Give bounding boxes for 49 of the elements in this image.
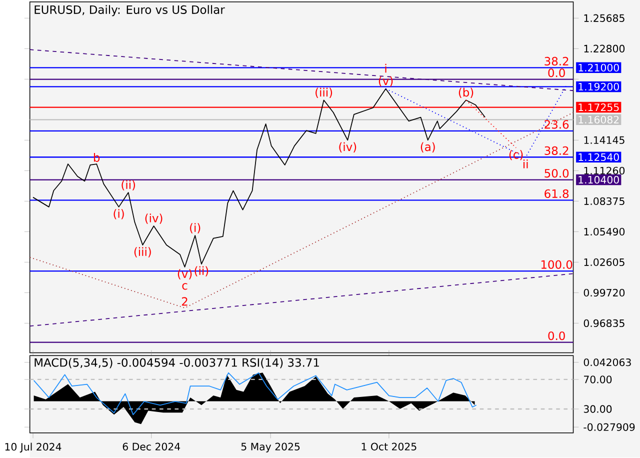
annotation: (v) [178,269,192,280]
annotation: (iv) [339,142,356,153]
annotation: (i) [114,209,124,220]
ref-line-label: 1.12540 [578,153,619,162]
annotation: (i) [190,223,200,234]
annotation: (ii) [122,180,136,191]
y-tick-label: 1.05490 [584,228,625,236]
y-tick-label: 1.25685 [584,14,624,22]
annotation: 2 [182,297,188,306]
chart-title: EURUSD, Daily: Euro vs US Dollar [34,5,225,16]
x-tick-label: 5 May 2025 [241,442,300,453]
ref-line-label: 1.21000 [578,64,619,72]
x-tick-label: 1 Oct 2025 [362,442,416,451]
annotation: 0.0 [548,68,565,78]
ref-line-label: 1.10400 [578,176,619,184]
annotation: c [182,283,188,290]
ref-line-label: 1.17255 [578,104,619,112]
y2-tick-label: 30.00 [584,405,612,414]
chart-title: MACD(5,34,5) -0.004594 -0.003771 RSI(14) 33.71 [34,358,319,368]
line-series [32,88,486,268]
y-tick-label: 1.02605 [584,258,624,266]
y2-tick-label: 70.00 [584,376,612,384]
x-tick-label: 10 Jul 2024 [5,442,62,453]
y-tick-label: 0.99720 [584,289,625,297]
annotation: ii [524,160,528,168]
annotation: 50.0 [544,169,569,178]
annotation: 100.0 [541,260,572,270]
y-tick-label: 1.22800 [584,44,625,53]
y-tick-label: 1.14145 [584,136,624,144]
annotation: 23.6 [544,120,569,129]
y-tick-label: 0.96835 [584,320,624,328]
y-tick-label: -0.027909 [584,423,635,432]
line-series [33,372,477,416]
y-tick-label: 1.08375 [584,198,624,206]
annotation: (iv) [145,214,162,224]
annotation: (iii) [134,247,151,258]
annotation: (b) [458,88,474,98]
ref-line-label: 1.16082 [578,116,619,124]
annotation: 38.2 [544,57,568,66]
annotation: 0.0 [548,332,565,340]
annotation: 38.2 [544,146,568,156]
x-tick-label: 6 Dec 2024 [122,442,180,451]
annotation: (iii) [316,88,332,98]
annotation: (a) [420,142,435,153]
ref-line-label: 1.19200 [578,83,619,91]
annotation: 61.8 [544,190,569,198]
annotation: i [385,64,386,73]
y-tick-label: 1.11260 [584,167,625,175]
y-tick-label: 0.042063 [584,358,631,366]
